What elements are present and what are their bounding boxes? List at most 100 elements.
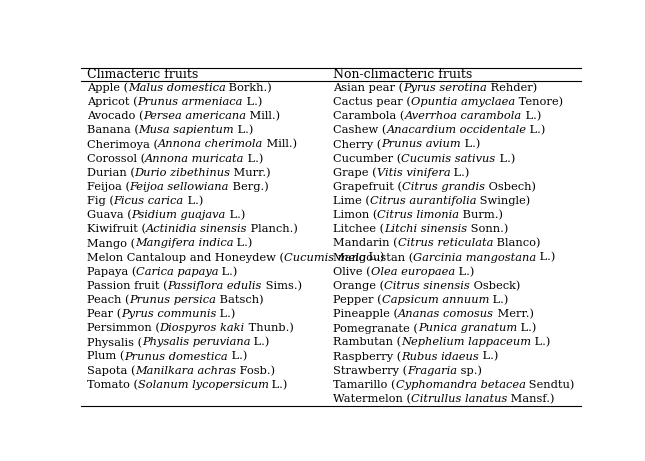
Text: Thunb.): Thunb.): [244, 323, 293, 333]
Text: Litchee (: Litchee (: [333, 224, 384, 235]
Text: Persea americana: Persea americana: [143, 111, 246, 121]
Text: L.): L.): [216, 309, 235, 319]
Text: L.): L.): [228, 351, 247, 362]
Text: L.): L.): [226, 210, 245, 220]
Text: Malus domestica: Malus domestica: [128, 83, 226, 93]
Text: Blanco): Blanco): [493, 238, 541, 248]
Text: Fosb.): Fosb.): [236, 366, 275, 376]
Text: Guava (: Guava (: [86, 210, 132, 220]
Text: Batsch): Batsch): [216, 295, 264, 305]
Text: L.): L.): [455, 266, 474, 277]
Text: Ananas comosus: Ananas comosus: [398, 309, 494, 319]
Text: Papaya (: Papaya (: [86, 266, 136, 277]
Text: Watermelon (: Watermelon (: [333, 394, 411, 404]
Text: Planch.): Planch.): [247, 224, 298, 235]
Text: Pepper (: Pepper (: [333, 295, 382, 305]
Text: Cucumis sativus: Cucumis sativus: [401, 154, 495, 164]
Text: Burm.): Burm.): [459, 210, 504, 220]
Text: Averrhoa carambola: Averrhoa carambola: [404, 111, 522, 121]
Text: Avocado (: Avocado (: [86, 111, 143, 121]
Text: L.): L.): [233, 238, 253, 248]
Text: Tamarillo (: Tamarillo (: [333, 380, 395, 390]
Text: L.): L.): [250, 337, 270, 348]
Text: Rubus idaeus: Rubus idaeus: [401, 352, 479, 361]
Text: Grapefruit (: Grapefruit (: [333, 182, 402, 192]
Text: Citrus grandis: Citrus grandis: [402, 182, 485, 192]
Text: Ficus carica: Ficus carica: [114, 196, 184, 206]
Text: Raspberry (: Raspberry (: [333, 351, 401, 362]
Text: Prunus persica: Prunus persica: [129, 295, 216, 305]
Text: Diospyros kaki: Diospyros kaki: [159, 323, 244, 333]
Text: Citrullus lanatus: Citrullus lanatus: [411, 394, 508, 404]
Text: Climacteric fruits: Climacteric fruits: [86, 68, 198, 81]
Text: Feijoa (: Feijoa (: [86, 182, 130, 192]
Text: L.): L.): [526, 125, 546, 136]
Text: Citrus reticulata: Citrus reticulata: [398, 238, 493, 248]
Text: Grape (: Grape (: [333, 167, 377, 178]
Text: Manilkara achras: Manilkara achras: [135, 366, 236, 376]
Text: L.): L.): [365, 253, 385, 263]
Text: Nephelium lappaceum: Nephelium lappaceum: [401, 337, 531, 348]
Text: Garcinia mangostana: Garcinia mangostana: [413, 253, 537, 263]
Text: Cyphomandra betacea: Cyphomandra betacea: [395, 380, 526, 390]
Text: L.): L.): [517, 323, 537, 333]
Text: Sims.): Sims.): [262, 281, 302, 291]
Text: Osbeck): Osbeck): [470, 281, 521, 291]
Text: L.): L.): [244, 154, 264, 164]
Text: Pomegranate (: Pomegranate (: [333, 323, 418, 334]
Text: Asian pear (: Asian pear (: [333, 83, 403, 93]
Text: Mangoustan (: Mangoustan (: [333, 252, 413, 263]
Text: Olea europaea: Olea europaea: [371, 267, 455, 277]
Text: Passiflora edulis: Passiflora edulis: [167, 281, 262, 291]
Text: Musa sapientum: Musa sapientum: [139, 125, 234, 136]
Text: Psidium guajava: Psidium guajava: [132, 210, 226, 220]
Text: Rehder): Rehder): [487, 83, 537, 93]
Text: Peach (: Peach (: [86, 295, 129, 305]
Text: L.): L.): [268, 380, 288, 390]
Text: Swingle): Swingle): [477, 196, 531, 207]
Text: Borkh.): Borkh.): [226, 83, 272, 93]
Text: Pineapple (: Pineapple (: [333, 309, 398, 319]
Text: Berg.): Berg.): [229, 182, 269, 192]
Text: Melon Cantaloup and Honeydew (: Melon Cantaloup and Honeydew (: [86, 252, 284, 263]
Text: Fig (: Fig (: [86, 196, 114, 207]
Text: Banana (: Banana (: [86, 125, 139, 136]
Text: Litchi sinensis: Litchi sinensis: [384, 225, 468, 234]
Text: Cherimoya (: Cherimoya (: [86, 139, 157, 150]
Text: Actinidia sinensis: Actinidia sinensis: [146, 225, 247, 234]
Text: Apple (: Apple (: [86, 83, 128, 93]
Text: Fragaria: Fragaria: [407, 366, 457, 376]
Text: Anacardium occidentale: Anacardium occidentale: [386, 125, 526, 136]
Text: Carambola (: Carambola (: [333, 111, 404, 121]
Text: L.): L.): [219, 266, 238, 277]
Text: Cactus pear (: Cactus pear (: [333, 97, 411, 107]
Text: Opuntia amyclaea: Opuntia amyclaea: [411, 97, 515, 107]
Text: Plum (: Plum (: [86, 351, 124, 362]
Text: Tenore): Tenore): [515, 97, 563, 107]
Text: Capsicum annuum: Capsicum annuum: [382, 295, 489, 305]
Text: Osbech): Osbech): [485, 182, 536, 192]
Text: Mango (: Mango (: [86, 238, 135, 249]
Text: L.): L.): [184, 196, 203, 206]
Text: Sendtu): Sendtu): [526, 380, 575, 390]
Text: Lime (: Lime (: [333, 196, 370, 206]
Text: L.): L.): [234, 125, 253, 136]
Text: Mill.): Mill.): [263, 139, 297, 150]
Text: Murr.): Murr.): [230, 168, 271, 178]
Text: Orange (: Orange (: [333, 281, 384, 291]
Text: Solanum lycopersicum: Solanum lycopersicum: [137, 380, 268, 390]
Text: Olive (: Olive (: [333, 266, 371, 277]
Text: Punica granatum: Punica granatum: [418, 323, 517, 333]
Text: L.): L.): [479, 351, 499, 362]
Text: Persimmon (: Persimmon (: [86, 323, 159, 333]
Text: Mangifera indica: Mangifera indica: [135, 238, 233, 248]
Text: Prunus domestica: Prunus domestica: [124, 352, 228, 361]
Text: Annona cherimola: Annona cherimola: [157, 140, 263, 149]
Text: Strawberry (: Strawberry (: [333, 366, 407, 376]
Text: L.): L.): [450, 168, 470, 178]
Text: Rambutan (: Rambutan (: [333, 337, 401, 348]
Text: Passion fruit (: Passion fruit (: [86, 281, 167, 291]
Text: Cashew (: Cashew (: [333, 125, 386, 136]
Text: sp.): sp.): [457, 366, 482, 376]
Text: Mandarin (: Mandarin (: [333, 238, 398, 248]
